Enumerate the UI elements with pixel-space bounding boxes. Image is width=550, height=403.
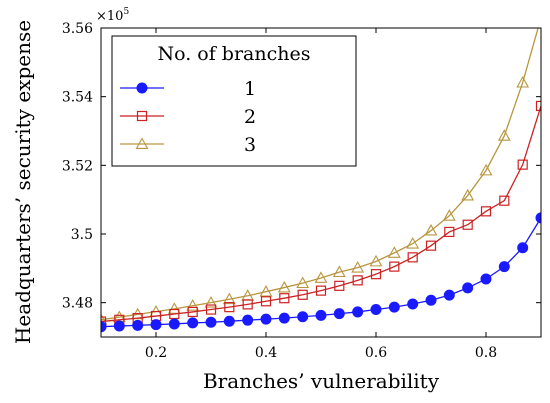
legend-label-2: 2: [244, 106, 256, 128]
x-axis-ticks: 0.2 0.4 0.6 0.8: [145, 28, 497, 361]
y-multiplier-label: ×105: [96, 7, 129, 24]
data-point-3: [424, 223, 438, 236]
data-point-1: [187, 317, 199, 329]
data-point-3: [332, 265, 346, 278]
data-point-2: [407, 252, 418, 263]
data-point-2: [101, 316, 107, 327]
data-point-3: [442, 209, 456, 221]
data-point-2: [334, 280, 345, 291]
data-point-1: [425, 294, 437, 306]
y-tick-label: 3.54: [62, 90, 93, 106]
data-point-1: [315, 309, 327, 321]
data-point-2: [517, 159, 528, 170]
data-point-1: [168, 318, 180, 330]
data-point-3: [167, 302, 181, 314]
data-point-2: [205, 304, 217, 315]
y-tick-label: 3.48: [62, 296, 93, 312]
data-point-2: [279, 293, 290, 304]
data-point-1: [223, 315, 235, 327]
data-point-2: [370, 269, 382, 280]
data-point-1: [517, 242, 529, 254]
data-point-1: [443, 289, 455, 301]
data-point-1: [333, 308, 345, 320]
data-point-3: [101, 313, 108, 325]
data-point-2: [297, 289, 308, 300]
y-axis-ticks: 3.48 3.5 3.52 3.54 3.56: [62, 21, 541, 312]
data-point-2: [187, 306, 198, 318]
data-point-3: [351, 261, 365, 273]
data-point-2: [315, 285, 327, 296]
data-point-3: [536, 12, 547, 22]
data-point-3: [369, 254, 383, 267]
data-point-2: [425, 240, 437, 251]
series-layer: [101, 12, 547, 333]
series-line-3: [101, 28, 539, 321]
data-point-3: [314, 271, 328, 283]
data-point-1: [480, 273, 492, 285]
data-point-3: [497, 129, 511, 141]
data-point-1: [150, 319, 162, 331]
legend: No. of branches 1 2 3: [111, 35, 357, 167]
legend-label-1: 1: [244, 78, 256, 100]
plot-frame: [100, 27, 542, 338]
legend-marker-2: [136, 110, 148, 122]
data-point-3: [406, 236, 420, 249]
data-point-3: [516, 75, 530, 88]
series-line-2: [101, 105, 541, 323]
data-point-1: [278, 312, 290, 324]
legend-label-3: 3: [244, 134, 256, 156]
x-axis-title: Branches’ vulnerability: [203, 369, 440, 393]
x-tick-label: 0.2: [145, 345, 167, 361]
data-point-1: [113, 320, 125, 332]
data-point-2: [389, 261, 400, 272]
data-point-3: [387, 246, 401, 258]
data-point-1: [535, 212, 541, 224]
x-tick-label: 0.4: [255, 345, 277, 361]
legend-marker-1: [136, 82, 148, 94]
data-point-3: [296, 276, 310, 289]
data-point-3: [479, 163, 493, 176]
data-point-1: [352, 306, 364, 318]
y-tick-label: 3.56: [62, 21, 93, 37]
x-tick-label: 0.8: [475, 345, 497, 361]
y-axis-title: Headquarters’ security expense: [11, 20, 35, 344]
data-point-3: [186, 299, 200, 311]
data-point-1: [297, 311, 309, 323]
data-point-3: [277, 280, 291, 293]
data-point-1: [407, 298, 419, 310]
data-point-3: [461, 188, 475, 201]
data-point-1: [498, 261, 510, 273]
data-point-2: [462, 219, 473, 230]
data-point-1: [260, 313, 272, 325]
data-point-1: [132, 319, 144, 331]
data-point-3: [222, 292, 236, 305]
data-point-1: [101, 321, 107, 333]
data-point-2: [535, 100, 541, 112]
data-point-3: [204, 296, 218, 308]
data-point-1: [462, 282, 474, 294]
data-point-2: [242, 299, 253, 310]
x-tick-label: 0.6: [365, 345, 387, 361]
data-point-2: [224, 302, 235, 313]
data-point-2: [352, 275, 363, 286]
y-tick-label: 3.52: [62, 158, 93, 174]
data-point-1: [370, 304, 382, 316]
data-point-1: [242, 314, 254, 326]
data-point-2: [444, 226, 455, 238]
data-point-2: [499, 195, 510, 206]
data-point-1: [388, 301, 400, 313]
legend-title: No. of branches: [157, 43, 310, 65]
legend-marker-3: [135, 137, 149, 149]
data-point-2: [260, 296, 272, 307]
data-point-2: [480, 206, 492, 217]
y-tick-label: 3.5: [71, 227, 93, 243]
data-point-3: [259, 285, 273, 297]
data-point-1: [205, 316, 217, 328]
